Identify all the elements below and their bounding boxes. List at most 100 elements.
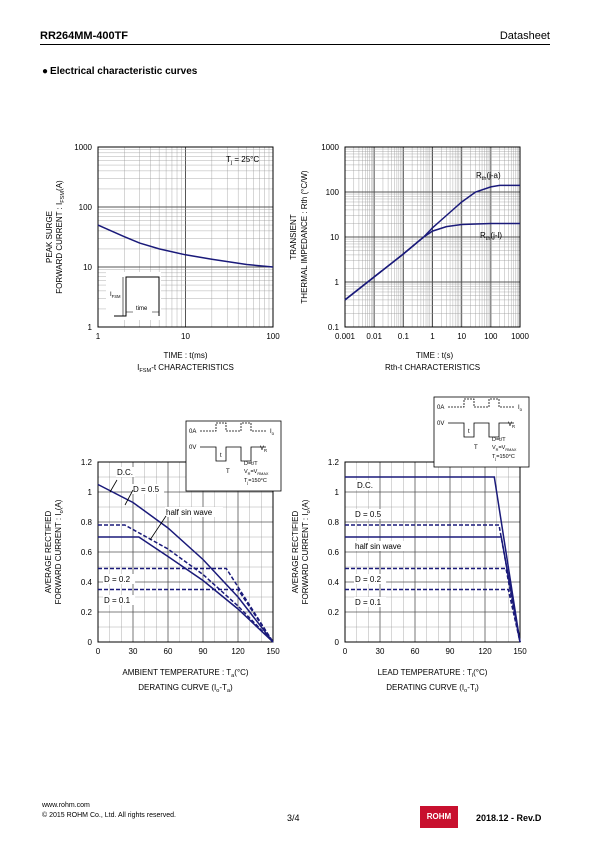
x-tick-label: 30 [376, 647, 385, 656]
inset-label-part: I [110, 292, 112, 298]
y-tick-label-part: 0.8 [328, 518, 340, 527]
y-axis-label: TRANSIENT [289, 214, 298, 259]
inset-time: time [136, 306, 148, 312]
y-axis-label: AVERAGE RECTIFIED [44, 511, 53, 594]
y-axis-label-part: (A) [301, 499, 310, 510]
y-tick-label: 0.2 [328, 608, 340, 617]
y-tick-label: 0 [88, 638, 93, 647]
y-tick-label: 1 [88, 488, 93, 497]
inset-tj: Tj=150°C [492, 454, 515, 461]
series-label-part: D = 0.1 [104, 596, 131, 605]
y-tick-label-part: 0 [88, 638, 93, 647]
y-tick-label: 1 [335, 488, 340, 497]
inset-io-label-part: I [270, 429, 272, 435]
inset-vr-label-part: V [508, 422, 512, 428]
chart-caption-part: -T [467, 683, 475, 692]
series-label-bg [356, 480, 376, 490]
y-axis-label-part: THERMAL IMPEDANCE : Rth (°C/W) [300, 170, 309, 303]
y-tick-label: 1 [335, 278, 340, 287]
x-tick-label: 10 [457, 332, 466, 341]
rohm-logo: ROHM [420, 806, 458, 828]
x-tick-label: 0.01 [366, 332, 382, 341]
x-tick-label-part: 100 [266, 332, 280, 341]
x-tick-label: 100 [266, 332, 280, 341]
x-tick-label: 120 [231, 647, 245, 656]
chart-caption-part: o [464, 688, 467, 694]
x-tick-label: 0.001 [335, 332, 356, 341]
chart-caption-part: DERATING CURVE (I [138, 683, 216, 692]
series-label-bg [165, 507, 223, 517]
inset-t-label: t [468, 429, 470, 435]
chart-caption-part: I [137, 363, 139, 372]
inset-vr-label-part: V [260, 446, 264, 452]
x-tick-label-part: 120 [231, 647, 245, 656]
y-tick-label: 0.8 [81, 518, 93, 527]
y-tick-label-part: 10 [83, 263, 92, 272]
inset-tj-part: =150°C [496, 454, 515, 460]
inset-voltage-wave [448, 422, 514, 438]
x-tick-label-part: 0.1 [398, 332, 410, 341]
inset-vr-eq-part: =V [250, 469, 257, 475]
y-axis-label: FORWARD CURRENT : IFSM(A) [55, 180, 66, 294]
x-tick-label: 1000 [511, 332, 529, 341]
series-label: D = 0.1 [355, 598, 382, 607]
x-axis-label: LEAD TEMPERATURE : Tl(°C) [378, 668, 488, 679]
document-type: Datasheet [499, 30, 550, 42]
x-axis-label-part: (°C) [234, 668, 249, 677]
series-line [345, 476, 521, 643]
x-tick-label: 90 [199, 647, 208, 656]
x-axis-label-part: l [472, 673, 473, 679]
page-number: 3/4 [287, 813, 300, 823]
series-label-bg [354, 574, 387, 584]
y-axis-label-part: FORWARD CURRENT : I [54, 513, 63, 604]
inset-vr-eq-part: R [496, 448, 499, 452]
chart-caption-part: a [227, 688, 231, 694]
x-tick-label: 120 [478, 647, 492, 656]
y-tick-label: 100 [326, 188, 340, 197]
inset-zero-voltage-part: 0V [189, 445, 196, 451]
series-label-rth-ja-part: th [482, 176, 487, 182]
x-tick-label: 150 [513, 647, 527, 656]
series-label: D = 0.2 [104, 575, 131, 584]
footer-website[interactable]: www.rohm.com [42, 802, 90, 809]
inset-io-label-part: I [518, 405, 520, 411]
x-axis-label-part: TIME : t(ms) [164, 351, 208, 360]
y-tick-label-part: 0.1 [328, 323, 340, 332]
series-label-rth-jl-part: R [480, 231, 486, 240]
section-title: ● Electrical characteristic curves [42, 66, 197, 77]
y-tick-label: 1000 [321, 143, 339, 152]
x-tick-label: 150 [266, 647, 280, 656]
y-tick-label-part: 1.2 [328, 458, 340, 467]
x-tick-label-part: 30 [129, 647, 138, 656]
y-axis-label: AVERAGE RECTIFIED [291, 511, 300, 594]
y-tick-label-part: 0.2 [328, 608, 340, 617]
x-tick-label-part: 150 [513, 647, 527, 656]
chart-caption-part: -t CHARACTERISTICS [151, 363, 234, 372]
series-label: half sin wave [166, 508, 213, 517]
y-tick-label: 100 [79, 203, 93, 212]
inset-duty-part: D=t/T [492, 437, 506, 443]
y-tick-label: 1.2 [328, 458, 340, 467]
x-tick-label-part: 150 [266, 647, 280, 656]
footer-copyright: © 2015 ROHM Co., Ltd. All rights reserve… [42, 812, 176, 819]
inset-vr-eq-part: =V [498, 445, 505, 451]
bullet-icon: ● [42, 66, 49, 77]
y-tick-label-part: 0.6 [81, 548, 93, 557]
inset-zero-voltage-part: 0V [437, 421, 444, 427]
series-label-bg [103, 595, 136, 605]
series-line [98, 588, 274, 643]
x-tick-label: 0 [96, 647, 101, 656]
inset-current-wave [200, 422, 266, 432]
inset-vr-label: VR [260, 446, 267, 453]
y-axis-label: FORWARD CURRENT : Io(A) [54, 499, 65, 604]
series-label-part: D = 0.5 [355, 510, 382, 519]
x-tick-label: 100 [484, 332, 498, 341]
inset-io-label: Io [518, 405, 523, 412]
series-label: D.C. [117, 468, 133, 477]
x-axis-label-part: LEAD TEMPERATURE : T [378, 668, 472, 677]
series-line [98, 524, 274, 643]
series-label-rth-jl: Rth(j-l) [480, 231, 502, 242]
x-tick-label: 30 [129, 647, 138, 656]
y-tick-label-part: 0.4 [81, 578, 93, 587]
y-axis-label: THERMAL IMPEDANCE : Rth (°C/W) [300, 170, 309, 303]
